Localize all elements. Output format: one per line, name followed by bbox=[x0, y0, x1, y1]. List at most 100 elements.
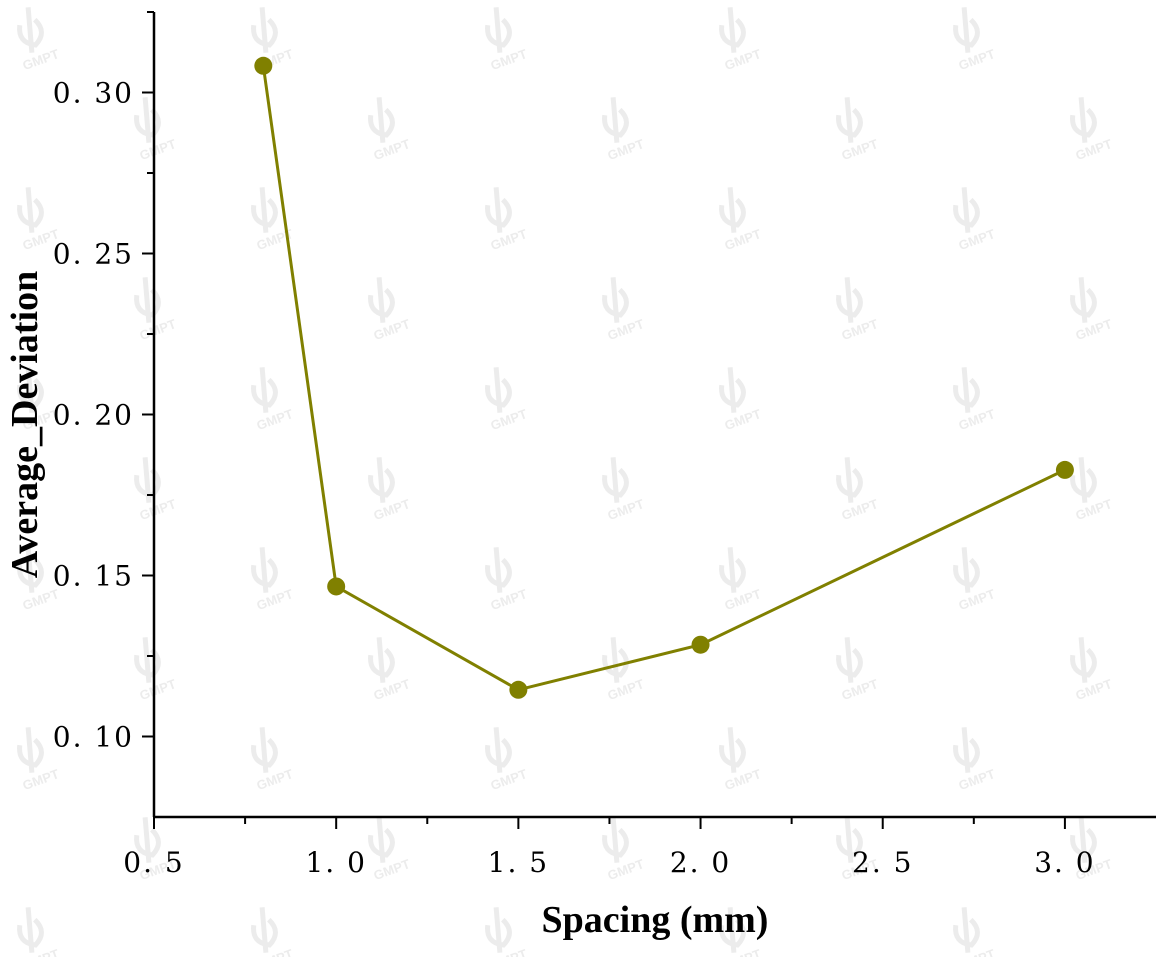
watermark-logo bbox=[602, 457, 629, 503]
watermark-logo bbox=[1070, 277, 1097, 323]
data-point bbox=[509, 680, 528, 699]
watermark-text: GMPT bbox=[723, 586, 763, 613]
data-point bbox=[327, 577, 346, 596]
watermark-logo bbox=[836, 457, 863, 503]
watermark-mark: GMPT bbox=[602, 457, 646, 523]
x-tick-label: 1. 0 bbox=[305, 846, 366, 879]
watermark-text: GMPT bbox=[957, 226, 997, 253]
y-tick-label: 0. 15 bbox=[53, 560, 134, 593]
watermark-mark: GMPT bbox=[485, 727, 529, 793]
x-axis-title: Spacing (mm) bbox=[542, 899, 769, 941]
watermark-mark: GMPT bbox=[953, 367, 997, 433]
watermark-logo bbox=[719, 907, 746, 953]
watermark-text: GMPT bbox=[606, 676, 646, 703]
watermark-text: GMPT bbox=[255, 586, 295, 613]
watermark-mark: GMPT bbox=[953, 7, 997, 73]
x-tick-label: 2. 5 bbox=[852, 846, 913, 879]
y-tick-label: 0. 30 bbox=[53, 77, 134, 110]
watermark-mark: GMPT bbox=[134, 457, 178, 523]
watermark-text: GMPT bbox=[489, 766, 529, 793]
watermark-mark: GMPT bbox=[719, 907, 763, 957]
watermark-logo bbox=[602, 97, 629, 143]
x-tick-label: 0. 5 bbox=[123, 846, 184, 879]
x-tick-label: 2. 0 bbox=[670, 846, 731, 879]
watermark-logo bbox=[719, 367, 746, 413]
watermark-text: GMPT bbox=[606, 856, 646, 883]
watermark-mark: GMPT bbox=[251, 367, 295, 433]
watermark-text: GMPT bbox=[255, 766, 295, 793]
watermark-logo bbox=[17, 367, 44, 413]
data-point bbox=[254, 56, 273, 75]
watermark-logo bbox=[953, 187, 980, 233]
watermark-text: GMPT bbox=[840, 316, 880, 343]
watermark-logo bbox=[836, 277, 863, 323]
y-axis-title: Average_Deviation bbox=[4, 271, 46, 578]
watermark-text: GMPT bbox=[957, 586, 997, 613]
watermark-mark: GMPT bbox=[602, 277, 646, 343]
watermark-text: GMPT bbox=[21, 766, 61, 793]
watermark-text: GMPT bbox=[138, 496, 178, 523]
data-point bbox=[1055, 460, 1074, 479]
watermark-text: GMPT bbox=[1074, 316, 1114, 343]
watermark-mark: GMPT bbox=[485, 547, 529, 613]
watermark-logo bbox=[602, 637, 629, 683]
watermark-logo bbox=[17, 727, 44, 773]
watermark-logo bbox=[17, 907, 44, 953]
watermark-mark: GMPT bbox=[719, 727, 763, 793]
watermark-text: GMPT bbox=[606, 496, 646, 523]
watermark-text: GMPT bbox=[255, 946, 295, 957]
watermark-text: GMPT bbox=[606, 136, 646, 163]
watermark-layer: GMPT GMPT GMPT GMPT GMPT GMPT GMPT GMPT GMPT GMPT… bbox=[17, 7, 1114, 957]
watermark-mark: GMPT bbox=[368, 97, 412, 163]
watermark-logo bbox=[953, 727, 980, 773]
watermark-mark: GMPT bbox=[602, 817, 646, 883]
watermark-logo bbox=[17, 547, 44, 593]
watermark-mark: GMPT bbox=[1070, 277, 1114, 343]
watermark-logo bbox=[719, 727, 746, 773]
watermark-logo bbox=[485, 727, 512, 773]
watermark-text: GMPT bbox=[21, 46, 61, 73]
watermark-text: GMPT bbox=[372, 856, 412, 883]
ticks: 0. 5 1. 0 1. 5 2. 0 2. 5 3. 0 0. 10 0. 15 0. 20 0… bbox=[53, 11, 1095, 879]
watermark-logo bbox=[1070, 817, 1097, 863]
y-tick-label: 0. 25 bbox=[53, 238, 134, 271]
watermark-mark: GMPT bbox=[17, 907, 61, 957]
watermark-mark: GMPT bbox=[719, 367, 763, 433]
watermark-text: GMPT bbox=[138, 316, 178, 343]
y-tick-label: 0. 10 bbox=[53, 721, 134, 754]
watermark-mark: GMPT bbox=[368, 457, 412, 523]
y-tick-label: 0. 20 bbox=[53, 399, 134, 432]
watermark-logo bbox=[485, 547, 512, 593]
watermark-text: GMPT bbox=[372, 676, 412, 703]
watermark-logo bbox=[368, 457, 395, 503]
watermark-text: GMPT bbox=[138, 676, 178, 703]
axes bbox=[152, 12, 1156, 819]
watermark-mark: GMPT bbox=[1070, 97, 1114, 163]
x-tick-label: 1. 5 bbox=[488, 846, 549, 879]
watermark-logo bbox=[251, 547, 278, 593]
watermark-logo bbox=[17, 187, 44, 233]
watermark-logo bbox=[251, 367, 278, 413]
watermark-text: GMPT bbox=[840, 676, 880, 703]
data-point bbox=[691, 635, 710, 654]
watermark-mark: GMPT bbox=[17, 7, 61, 73]
watermark-logo bbox=[953, 367, 980, 413]
series bbox=[254, 56, 1074, 699]
watermark-mark: GMPT bbox=[368, 637, 412, 703]
watermark-logo bbox=[1070, 457, 1097, 503]
watermark-text: GMPT bbox=[21, 946, 61, 957]
watermark-logo bbox=[719, 187, 746, 233]
watermark-text: GMPT bbox=[489, 226, 529, 253]
watermark-logo bbox=[953, 547, 980, 593]
watermark-mark: GMPT bbox=[836, 277, 880, 343]
watermark-logo bbox=[134, 457, 161, 503]
watermark-mark: GMPT bbox=[719, 547, 763, 613]
watermark-logo bbox=[134, 637, 161, 683]
watermark-text: GMPT bbox=[138, 136, 178, 163]
watermark-mark: GMPT bbox=[134, 277, 178, 343]
watermark-logo bbox=[368, 817, 395, 863]
x-tick-label: 3. 0 bbox=[1034, 846, 1095, 879]
watermark-logo bbox=[368, 97, 395, 143]
watermark-logo bbox=[719, 547, 746, 593]
